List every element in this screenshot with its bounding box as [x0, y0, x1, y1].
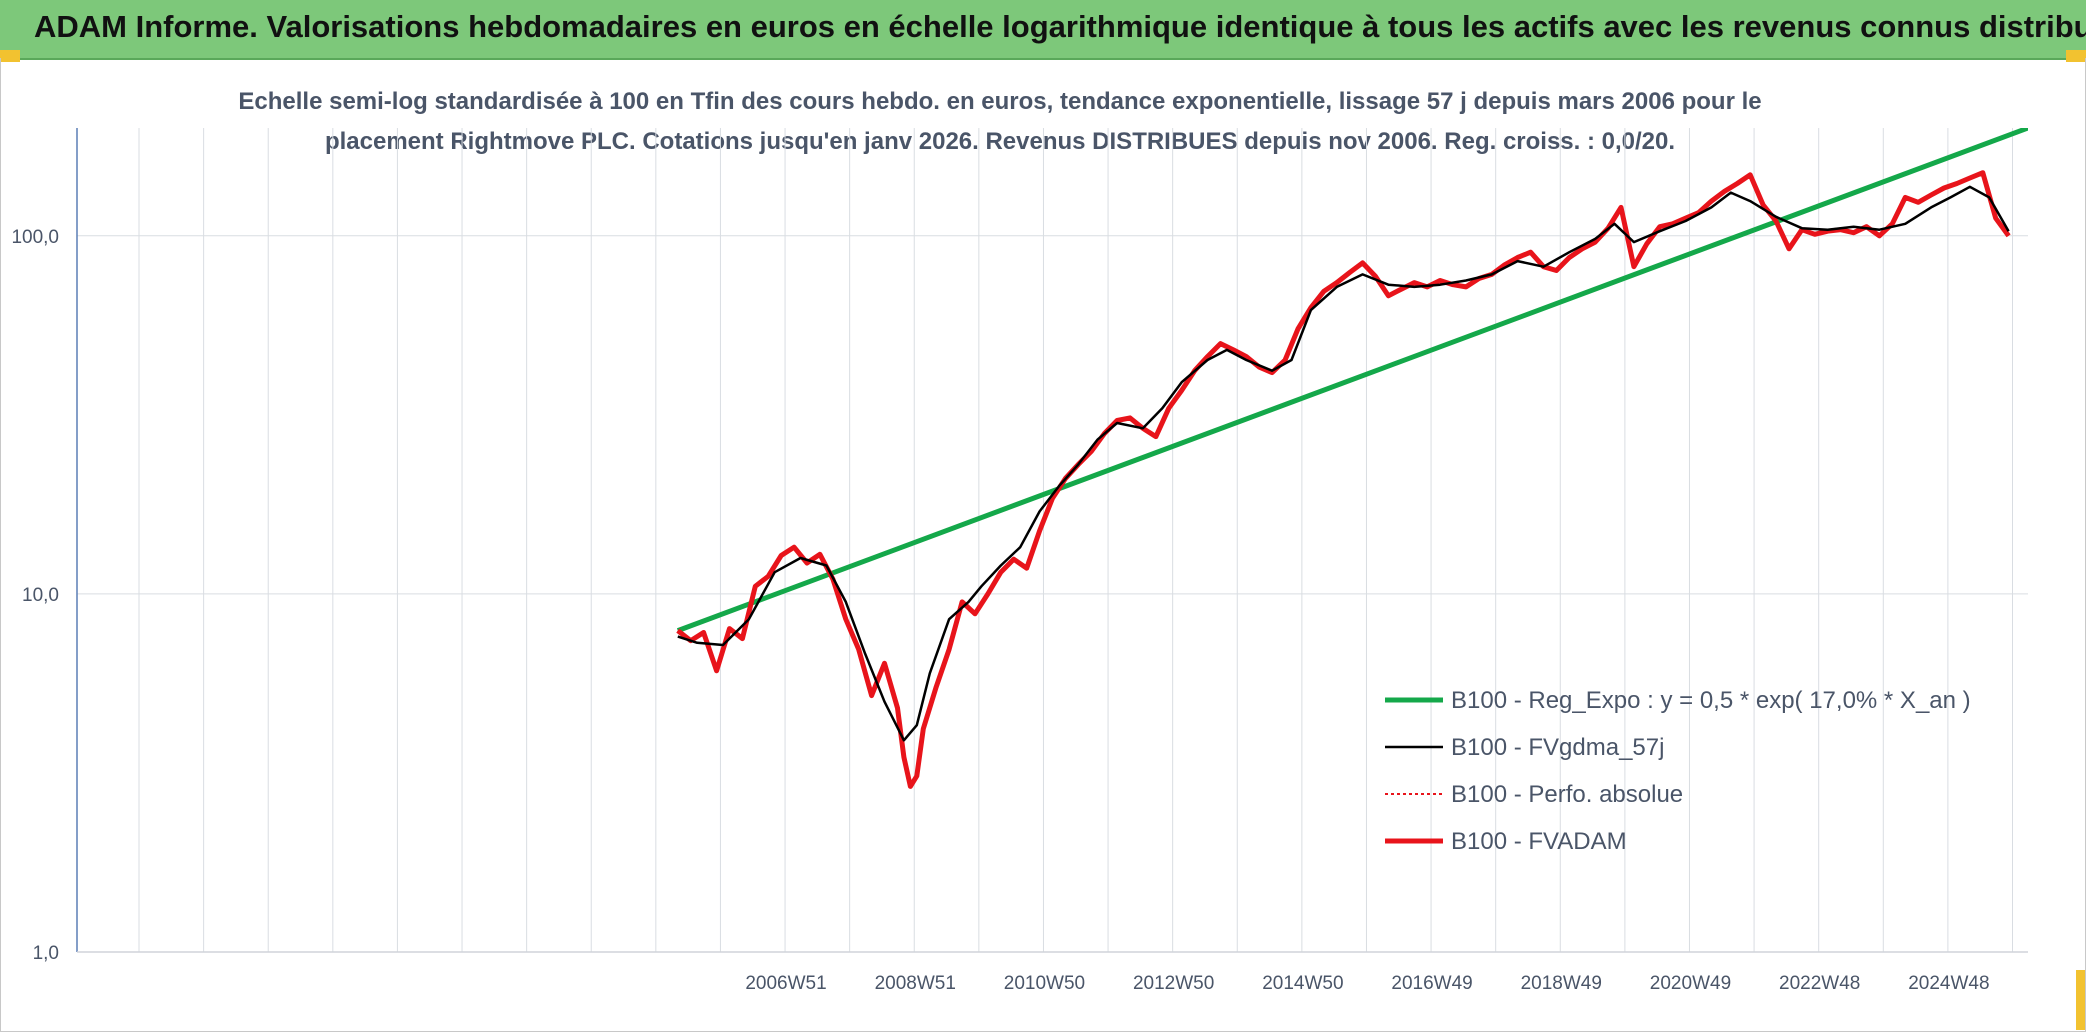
x-tick-label: 2018W49	[1521, 973, 1602, 994]
chart-subtitle-line-2: placement Rightmove PLC. Cotations jusqu…	[324, 128, 1676, 155]
corner-marker-left	[0, 50, 20, 62]
x-tick-label: 2006W51	[745, 973, 826, 994]
legend-label: B100 - FVADAM	[1451, 828, 1627, 855]
legend-label: B100 - Perfo. absolue	[1451, 781, 1683, 808]
x-tick-label: 2024W48	[1908, 973, 1989, 994]
corner-marker-right	[2066, 50, 2086, 62]
series-line-reg-expo	[676, 128, 2028, 633]
x-tick-label: 2022W48	[1779, 973, 1860, 994]
series-line-fvgdma	[677, 185, 2010, 742]
x-tick-label: 2014W50	[1262, 973, 1343, 994]
chart-subtitle-line-1: Echelle semi-log standardisée à 100 en T…	[238, 88, 1762, 115]
y-tick-label: 10,0	[22, 585, 59, 606]
report-title: ADAM Informe. Valorisations hebdomadaire…	[34, 9, 2086, 44]
title-banner: ADAM Informe. Valorisations hebdomadaire…	[0, 0, 2086, 60]
x-tick-label: 2012W50	[1133, 973, 1214, 994]
y-tick-label: 1,0	[33, 943, 59, 964]
x-tick-label: 2016W49	[1391, 973, 1472, 994]
x-tick-label: 2008W51	[875, 973, 956, 994]
x-tick-label: 2010W50	[1004, 973, 1085, 994]
x-tick-label: 2020W49	[1650, 973, 1731, 994]
legend-label: B100 - Reg_Expo : y = 0,5 * exp( 17,0% *…	[1451, 687, 1971, 714]
legend-label: B100 - FVgdma_57j	[1451, 734, 1664, 761]
corner-marker-bottom-right	[2076, 970, 2086, 1030]
y-tick-label: 100,0	[11, 227, 59, 248]
